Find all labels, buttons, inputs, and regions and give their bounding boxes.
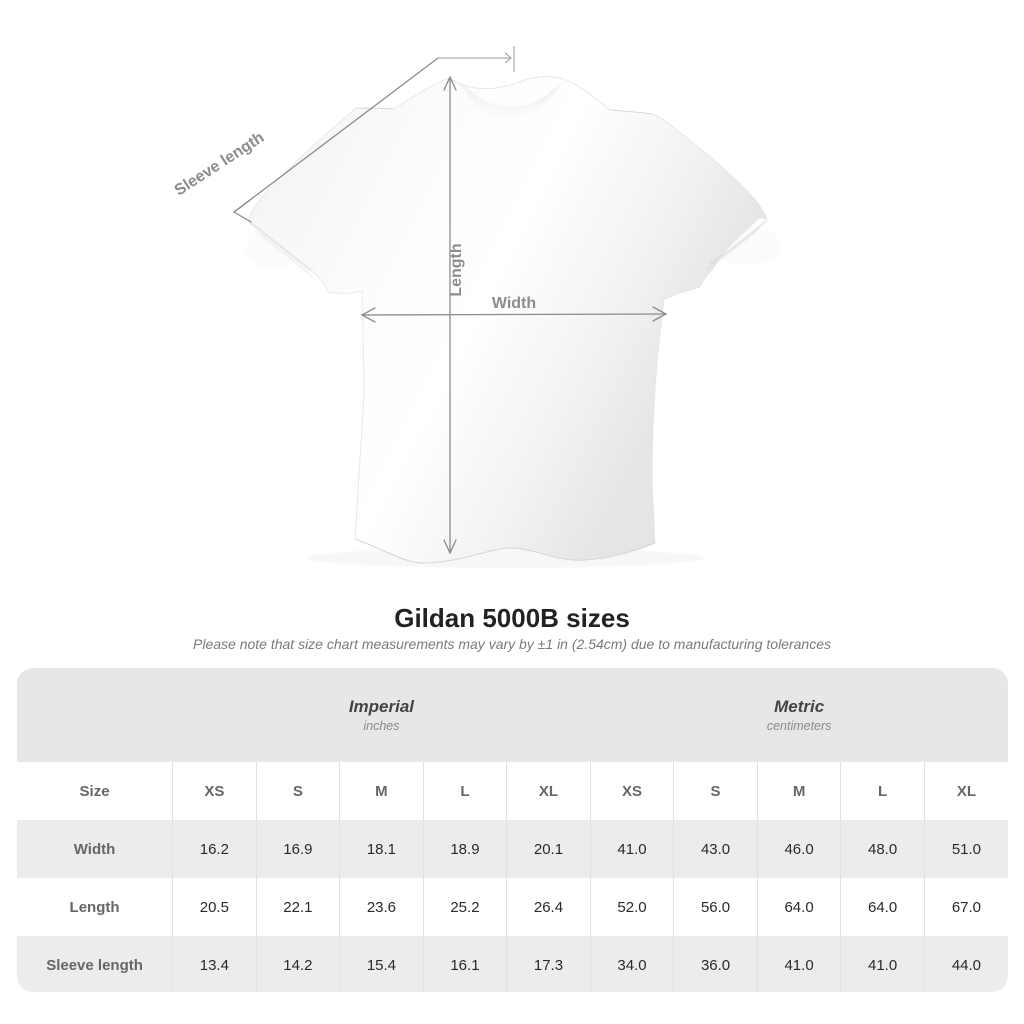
svg-text:Sleeve length: Sleeve length xyxy=(172,129,268,199)
svg-text:Length: Length xyxy=(448,243,465,296)
svg-text:Width: Width xyxy=(492,295,536,312)
